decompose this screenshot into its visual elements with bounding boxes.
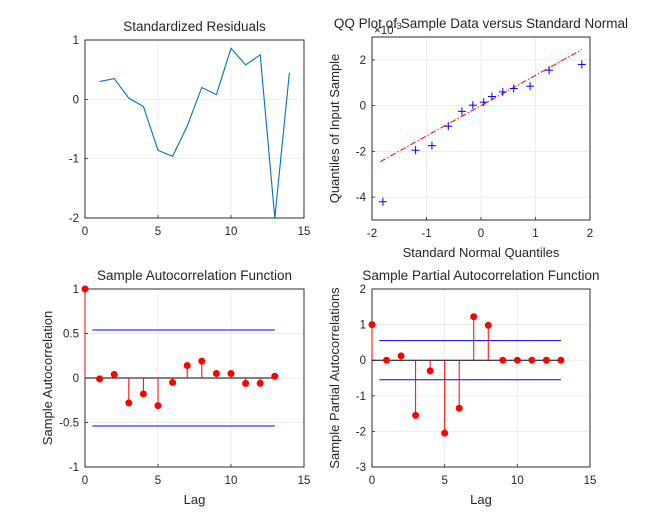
x-axis-label: Lag xyxy=(184,492,206,507)
data-point xyxy=(577,60,586,69)
chart-title: QQ Plot of Sample Data versus Standard N… xyxy=(334,16,628,31)
stem xyxy=(212,370,220,378)
x-tick-label: 10 xyxy=(511,475,524,487)
stem xyxy=(470,313,478,361)
stem xyxy=(139,378,147,398)
data-point xyxy=(545,66,554,75)
stem xyxy=(256,378,264,387)
stem xyxy=(542,356,550,364)
y-axis-label: Sample Partial Autocorrelations xyxy=(327,287,342,469)
axes-frame xyxy=(371,288,591,468)
y-tick-label: 0 xyxy=(73,373,79,385)
data-point xyxy=(479,98,488,107)
stem xyxy=(455,360,463,412)
stem xyxy=(368,321,376,361)
axes-background xyxy=(371,288,591,468)
x-tick-label: 15 xyxy=(298,226,311,238)
stem xyxy=(198,357,206,378)
x-tick-label: 0 xyxy=(369,475,375,487)
data-point xyxy=(468,101,477,110)
data-point xyxy=(444,122,453,131)
y-tick-label: -3 xyxy=(356,462,366,474)
y-tick-label: 1 xyxy=(360,320,366,332)
x-tick-label: 10 xyxy=(225,226,238,238)
x-axis-label: Lag xyxy=(470,492,492,507)
y-tick-label: -0.5 xyxy=(59,418,79,430)
y-tick-label: 0 xyxy=(73,94,79,106)
stem xyxy=(96,375,104,383)
x-tick-label: 10 xyxy=(225,475,238,487)
data-point xyxy=(427,141,436,150)
y-tick-label: -2 xyxy=(356,146,366,158)
y-tick-label: -2 xyxy=(356,426,366,438)
chart-1: 0 5 10 15 -2 -1 0 1 Standardized Residuals xyxy=(69,19,311,238)
data-point xyxy=(487,92,496,101)
stem xyxy=(513,356,521,364)
x-tick-label: 0 xyxy=(82,475,88,487)
stem xyxy=(499,356,507,364)
x-tick-label: 5 xyxy=(155,226,161,238)
x-axis-label: Standard Normal Quantiles xyxy=(403,245,560,260)
x-tick-label: 5 xyxy=(155,475,161,487)
stem xyxy=(227,370,235,378)
x-tick-label: 5 xyxy=(441,475,447,487)
data-point xyxy=(509,84,518,93)
y-tick-label: -1 xyxy=(69,154,79,166)
y-tick-label: -2 xyxy=(69,213,79,225)
stem xyxy=(557,356,565,364)
y-axis-label: Sample Autocorrelation xyxy=(40,311,55,445)
x-tick-label: 0 xyxy=(82,226,88,238)
x-tick-label: -1 xyxy=(421,228,431,240)
y-tick-label: -1 xyxy=(69,462,79,474)
y-tick-label: 0 xyxy=(360,355,366,367)
stem xyxy=(528,356,536,364)
y-tick-label: 1 xyxy=(73,35,79,47)
stem xyxy=(397,352,405,361)
stem xyxy=(242,378,250,387)
y-tick-label: 2 xyxy=(360,284,366,296)
data-point xyxy=(411,146,420,155)
chart-2: -2 -1 0 1 2 -4 -2 0 2 QQ Plot of Sample Data vers… xyxy=(327,16,628,260)
y-axis-label: Quantiles of Input Sample xyxy=(327,54,342,204)
data-point xyxy=(457,107,466,116)
axes-frame xyxy=(84,39,305,219)
y-exponent-label: ×10-3 xyxy=(374,21,402,37)
stem xyxy=(169,378,177,386)
x-tick-label: 2 xyxy=(587,228,593,240)
y-tick-label: 2 xyxy=(360,55,366,67)
stem xyxy=(383,356,391,364)
x-tick-label: 1 xyxy=(532,228,538,240)
stem xyxy=(484,321,492,361)
stem xyxy=(271,372,279,380)
data-point xyxy=(526,82,535,91)
chart-3: 0 5 10 15 -1 -0.5 0 0.5 1 Sample Autocorrelation … xyxy=(40,268,310,507)
reference-line xyxy=(379,49,583,163)
x-tick-label: 15 xyxy=(298,475,311,487)
chart-title: Sample Partial Autocorrelation Function xyxy=(362,268,599,283)
x-tick-label: -2 xyxy=(367,228,377,240)
chart-title: Sample Autocorrelation Function xyxy=(97,268,292,283)
data-point xyxy=(378,197,387,206)
stem xyxy=(125,378,133,407)
stem xyxy=(81,285,89,378)
stem xyxy=(426,360,434,375)
stem xyxy=(110,370,118,378)
series-line xyxy=(99,47,290,219)
stem xyxy=(183,362,191,378)
y-tick-label: 1 xyxy=(73,284,79,296)
chart-title: Standardized Residuals xyxy=(123,19,266,34)
y-tick-label: -4 xyxy=(356,192,367,204)
x-tick-label: 15 xyxy=(584,475,597,487)
y-tick-label: 0.5 xyxy=(63,329,79,341)
axes-background xyxy=(84,39,305,219)
data-point xyxy=(498,87,507,96)
x-tick-label: 0 xyxy=(478,228,484,240)
stem xyxy=(441,360,449,437)
y-tick-label: -1 xyxy=(356,391,366,403)
y-tick-label: 0 xyxy=(360,101,366,113)
stem xyxy=(154,378,162,410)
stem xyxy=(412,360,420,419)
